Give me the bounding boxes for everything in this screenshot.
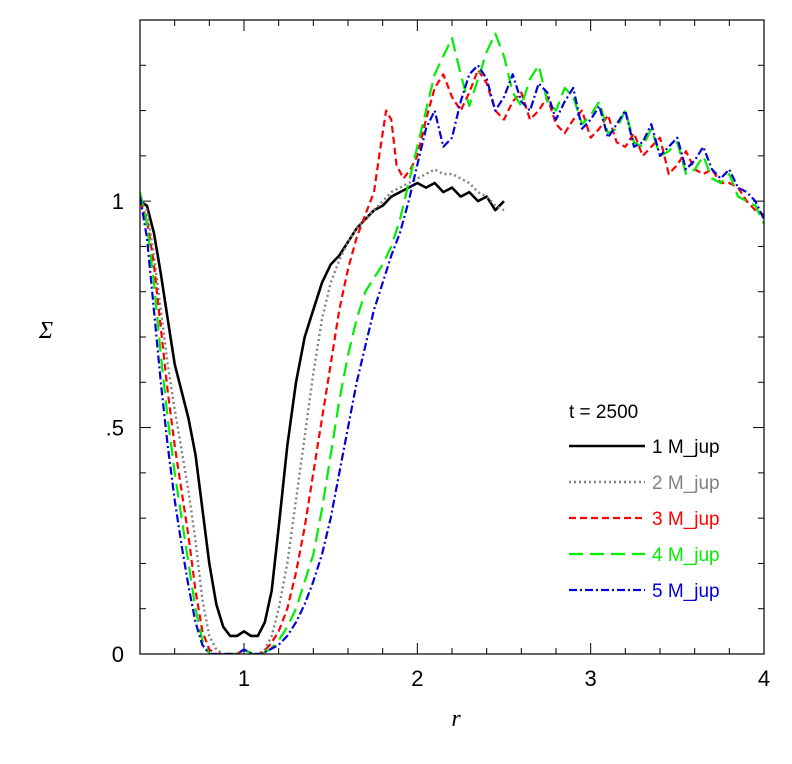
series-line-3 xyxy=(140,68,764,654)
x-axis-title: r xyxy=(451,706,461,732)
y-tick-label: 0 xyxy=(112,642,124,667)
legend-label: 4 M_jup xyxy=(652,545,720,566)
x-tick-label: 2 xyxy=(411,666,423,691)
x-tick-label: 1 xyxy=(238,666,250,691)
y-axis-title: Σ xyxy=(38,318,53,344)
legend-label: 1 M_jup xyxy=(652,437,720,458)
x-tick-label: 4 xyxy=(758,666,770,691)
x-tick-label: 3 xyxy=(585,666,597,691)
y-tick-label: 1 xyxy=(112,189,124,214)
plot-frame xyxy=(139,19,765,655)
tick-labels: 1 2 3 4 0 .5 1 xyxy=(106,189,770,691)
legend-label: 5 M_jup xyxy=(652,581,720,602)
legend: t = 2500 1 M_jup 2 M_jup 3 M_jup 4 M_jup 5 M… xyxy=(569,402,720,602)
y-tick-label: .5 xyxy=(106,416,124,441)
legend-label: 2 M_jup xyxy=(652,473,720,494)
legend-title: t = 2500 xyxy=(569,402,638,423)
legend-label: 3 M_jup xyxy=(652,509,720,530)
data-series xyxy=(140,32,764,654)
series-line-5 xyxy=(140,64,764,654)
series-line-1 xyxy=(140,181,505,638)
